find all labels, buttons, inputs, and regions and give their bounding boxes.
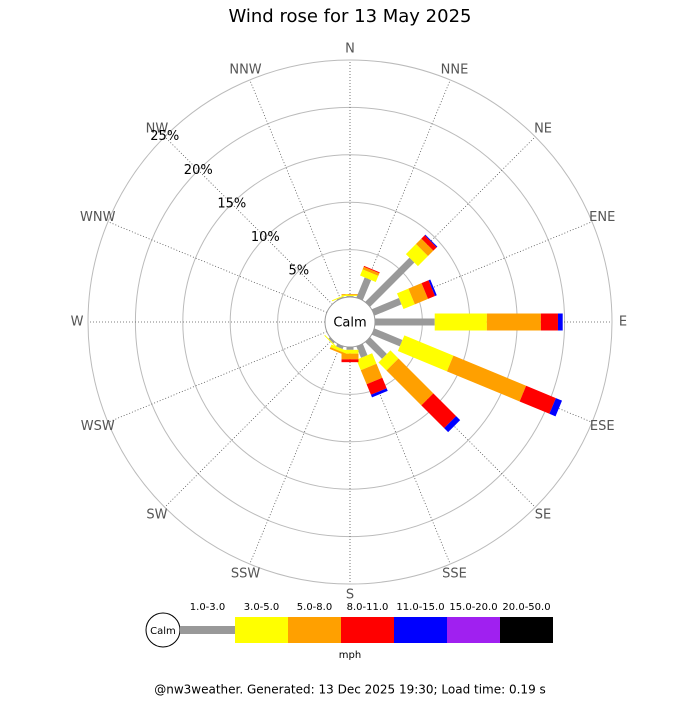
spoke [107,331,328,423]
r-tick-label: 20% [184,163,213,178]
calm-label: Calm [333,316,366,331]
r-tick-label: 25% [150,129,179,144]
bar-segment [424,234,438,248]
bar-segment [362,266,380,276]
direction-label: SW [146,508,167,523]
bar-segment [557,313,563,331]
bar-segment [365,337,387,359]
legend-label: 1.0-3.0 [190,602,225,613]
direction-label: ESE [590,419,615,434]
bar-segment [330,344,348,354]
legend-label: 8.0-11.0 [347,602,389,613]
bar-segment [366,377,387,395]
direction-label: S [346,588,354,603]
bar-segment [444,416,461,433]
legend-label: 15.0-20.0 [449,602,497,613]
bar-segment [356,343,368,358]
direction-label: N [345,42,355,57]
bar-segment [341,295,359,297]
legend-swatch [500,617,553,643]
chart-title: Wind rose for 13 May 2025 [229,6,472,27]
bar-segment [405,244,428,267]
bar-segment [540,313,558,331]
bar-segment [331,293,348,302]
direction-label: ENE [589,210,615,225]
bar-segment [396,288,415,310]
bar-segment [378,350,399,371]
bar-segment [486,313,541,331]
grid-ring [87,59,613,585]
direction-label: NE [534,121,552,136]
spoke [107,221,328,313]
direction-label: E [619,315,627,330]
legend-swatch [341,617,394,643]
bar-segment [375,318,435,326]
legend-swatch [394,617,447,643]
bar-segment [324,335,337,348]
direction-label: WNW [80,210,116,225]
direction-label: NNW [229,62,261,77]
direction-label: SE [535,508,551,523]
spoke [249,79,341,300]
spoke [164,136,333,305]
r-tick-label: 15% [217,196,246,211]
legend-unit: mph [339,650,361,661]
bar-segment [371,328,403,347]
bar-segment [415,238,434,257]
bar-segment [341,353,359,360]
legend-calm-label: Calm [150,626,176,637]
bar-segment [421,393,457,429]
bar-segment [519,385,556,414]
bar-segment [386,358,434,406]
r-tick-label: 10% [251,230,280,245]
bar-segment [421,235,437,251]
direction-label: W [71,315,84,330]
bar-segment [329,347,347,356]
footer: @nw3weather. Generated: 13 Dec 2025 19:3… [154,683,546,697]
spoke [359,79,451,300]
direction-label: SSW [231,567,261,582]
direction-label: NW [146,121,169,136]
bar-segment [356,277,372,301]
bar-segment [341,359,359,363]
spoke [164,339,333,508]
legend-label: 5.0-8.0 [297,602,332,613]
direction-label: SSE [442,567,467,582]
bar-segment [341,294,359,296]
bar-segment [428,279,437,296]
bar-segment [434,313,487,331]
legend-swatch [235,617,288,643]
calm-circle [324,296,376,348]
bar-segment [341,349,359,354]
bar-segment [365,257,415,307]
legend-label: 3.0-5.0 [244,602,279,613]
bar-segment [446,355,527,402]
bar-segment [370,388,388,398]
bar-segment [397,335,454,372]
legend-swatch [288,617,341,643]
legend-swatch [180,626,235,634]
bar-segment [346,347,354,350]
spoke [249,344,341,565]
legend-swatch [447,617,500,643]
direction-label: NNE [441,62,469,77]
bar-segment [328,337,335,344]
bar-segment [360,269,379,283]
bar-segment [363,265,380,274]
bar-segment [421,280,436,299]
bar-segment [356,353,377,371]
legend-label: 11.0-15.0 [396,602,444,613]
bar-segment [360,363,383,385]
bar-segment [336,343,344,350]
bar-segment [371,297,402,316]
legend-label: 20.0-50.0 [502,602,550,613]
r-tick-label: 5% [288,263,309,278]
bar-segment [408,283,429,305]
bar-segment [549,398,563,417]
direction-label: WSW [81,419,115,434]
